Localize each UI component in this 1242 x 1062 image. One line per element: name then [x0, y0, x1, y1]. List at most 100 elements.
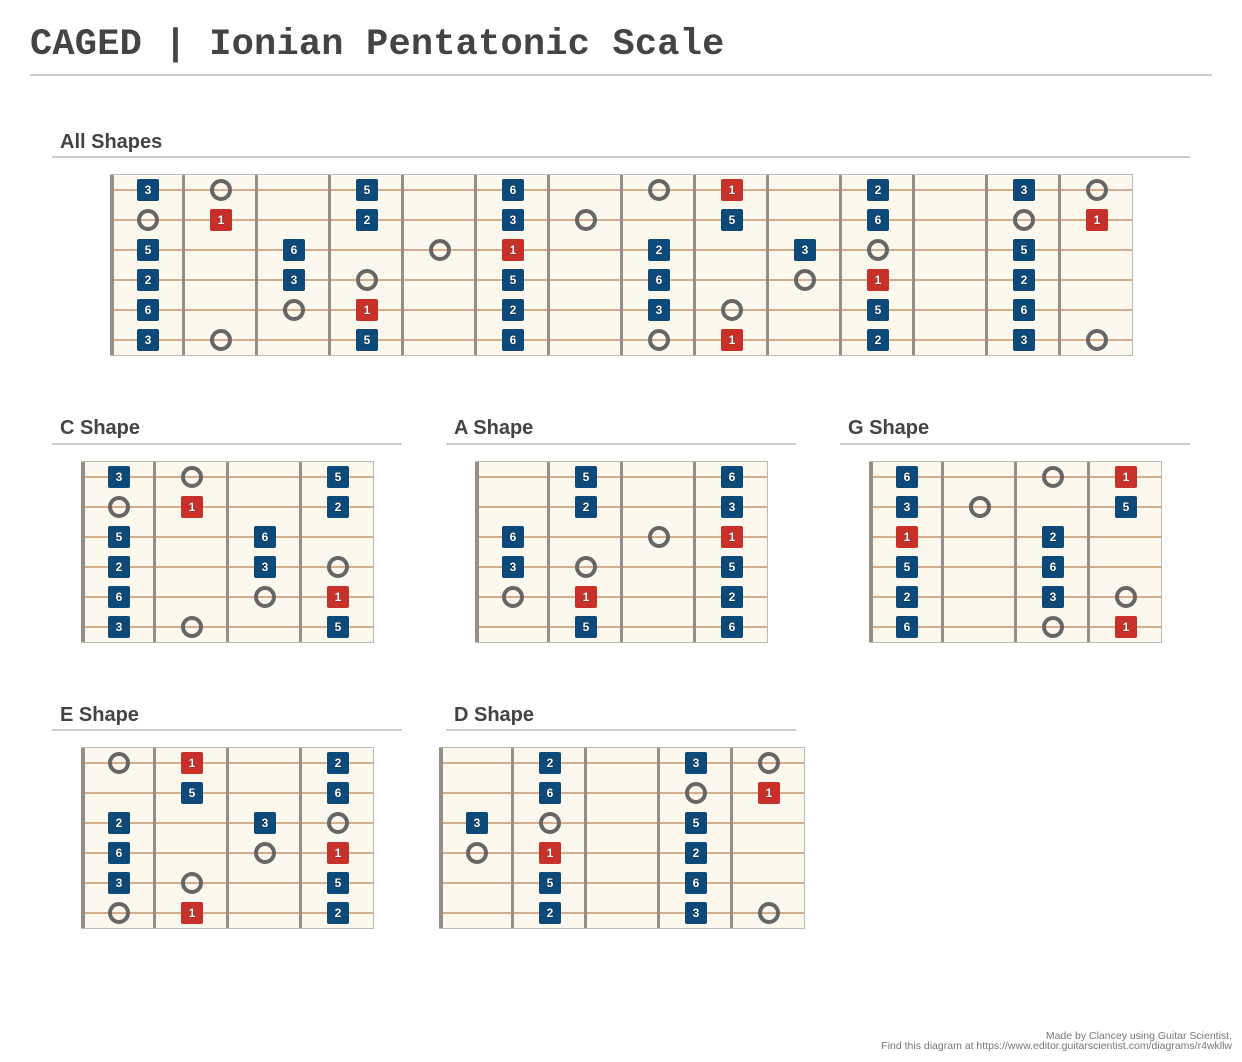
ring-marker-icon — [283, 299, 305, 321]
fret-wire — [401, 175, 404, 355]
ring-marker-icon — [327, 556, 349, 578]
fret-wire — [620, 175, 623, 355]
string-3 — [440, 822, 804, 824]
fret-wire — [547, 462, 550, 642]
scale-note-marker: 3 — [137, 329, 159, 351]
root-note-marker: 1 — [721, 526, 743, 548]
scale-note-marker: 5 — [721, 209, 743, 231]
nut — [869, 462, 873, 642]
scale-note-marker: 5 — [327, 466, 349, 488]
nut — [439, 748, 443, 928]
fret-wire — [985, 175, 988, 355]
scale-note-marker: 5 — [539, 872, 561, 894]
section-title-c-shape: C Shape — [60, 417, 141, 439]
scale-note-marker: 3 — [502, 556, 524, 578]
scale-note-marker: 2 — [648, 239, 670, 261]
fretboard-e-shape: 1 2 5 6 2 3 6 1 3 5 1 2 — [81, 747, 374, 929]
scale-note-marker: 5 — [108, 526, 130, 548]
string-2 — [440, 792, 804, 794]
scale-note-marker: 3 — [1013, 329, 1035, 351]
scale-note-marker: 5 — [1115, 496, 1137, 518]
fret-wire — [693, 175, 696, 355]
footer-link[interactable]: Find this diagram at https://www.editor.… — [881, 1040, 1232, 1052]
fret-wire — [1058, 175, 1061, 355]
root-note-marker: 1 — [575, 586, 597, 608]
scale-note-marker: 6 — [648, 269, 670, 291]
scale-note-marker: 3 — [794, 239, 816, 261]
fret-wire — [226, 748, 229, 928]
scale-note-marker: 3 — [502, 209, 524, 231]
ring-marker-icon — [648, 179, 670, 201]
scale-note-marker: 2 — [327, 752, 349, 774]
fret-wire — [255, 175, 258, 355]
fretboard-all-shapes: 3 5 6 1 2 3 1 2 3 5 6 1 5 6 1 2 3 5 2 3 5 6 1 2 6 1 2 3 5 6 3 5 6 1 2 3 — [110, 174, 1133, 356]
ring-marker-icon — [1013, 209, 1035, 231]
fret-wire — [299, 748, 302, 928]
scale-note-marker: 3 — [137, 179, 159, 201]
fretboard-d-shape: 2 3 6 1 3 5 1 2 5 6 2 3 — [439, 747, 805, 929]
ring-marker-icon — [210, 329, 232, 351]
scale-note-marker: 5 — [867, 299, 889, 321]
ring-marker-icon — [108, 902, 130, 924]
footer: Made by Clancey using Guitar Scientist. … — [881, 1030, 1232, 1052]
scale-note-marker: 5 — [356, 179, 378, 201]
fret-wire — [693, 462, 696, 642]
ring-marker-icon — [575, 209, 597, 231]
root-note-marker: 1 — [356, 299, 378, 321]
scale-note-marker: 3 — [685, 902, 707, 924]
fret-wire — [547, 175, 550, 355]
fret-wire — [1014, 462, 1017, 642]
scale-note-marker: 5 — [896, 556, 918, 578]
fret-wire — [182, 175, 185, 355]
scale-note-marker: 6 — [1042, 556, 1064, 578]
scale-note-marker: 6 — [685, 872, 707, 894]
ring-marker-icon — [181, 872, 203, 894]
scale-note-marker: 5 — [685, 812, 707, 834]
scale-note-marker: 6 — [502, 329, 524, 351]
fret-wire — [1087, 462, 1090, 642]
fretboard-c-shape: 3 5 1 2 5 6 2 3 6 1 3 5 — [81, 461, 374, 643]
root-note-marker: 1 — [1086, 209, 1108, 231]
scale-note-marker: 2 — [356, 209, 378, 231]
ring-marker-icon — [254, 586, 276, 608]
root-note-marker: 1 — [327, 842, 349, 864]
ring-marker-icon — [867, 239, 889, 261]
fret-wire — [766, 175, 769, 355]
root-note-marker: 1 — [867, 269, 889, 291]
scale-note-marker: 6 — [896, 616, 918, 638]
root-note-marker: 1 — [327, 586, 349, 608]
fret-wire — [153, 462, 156, 642]
ring-marker-icon — [181, 616, 203, 638]
scale-note-marker: 2 — [137, 269, 159, 291]
scale-note-marker: 2 — [1013, 269, 1035, 291]
nut — [81, 748, 85, 928]
scale-note-marker: 6 — [137, 299, 159, 321]
ring-marker-icon — [210, 179, 232, 201]
scale-note-marker: 3 — [108, 466, 130, 488]
footer-credit: Made by Clancey using Guitar Scientist. — [1045, 1030, 1232, 1042]
scale-note-marker: 2 — [867, 179, 889, 201]
ring-marker-icon — [137, 209, 159, 231]
scale-note-marker: 5 — [502, 269, 524, 291]
scale-note-marker: 2 — [502, 299, 524, 321]
scale-note-marker: 6 — [502, 526, 524, 548]
ring-marker-icon — [1115, 586, 1137, 608]
scale-note-marker: 6 — [502, 179, 524, 201]
section-title-a-shape: A Shape — [454, 417, 534, 439]
scale-note-marker: 6 — [108, 842, 130, 864]
ring-marker-icon — [1086, 329, 1108, 351]
string-6 — [440, 912, 804, 914]
scale-note-marker: 2 — [327, 902, 349, 924]
scale-note-marker: 5 — [1013, 239, 1035, 261]
fret-wire — [839, 175, 842, 355]
scale-note-marker: 2 — [539, 752, 561, 774]
scale-note-marker: 3 — [108, 616, 130, 638]
fret-wire — [153, 748, 156, 928]
scale-note-marker: 6 — [327, 782, 349, 804]
scale-note-marker: 3 — [1042, 586, 1064, 608]
scale-note-marker: 3 — [254, 812, 276, 834]
section-divider-e-shape — [52, 729, 402, 731]
ring-marker-icon — [1042, 616, 1064, 638]
scale-note-marker: 3 — [721, 496, 743, 518]
ring-marker-icon — [1042, 466, 1064, 488]
